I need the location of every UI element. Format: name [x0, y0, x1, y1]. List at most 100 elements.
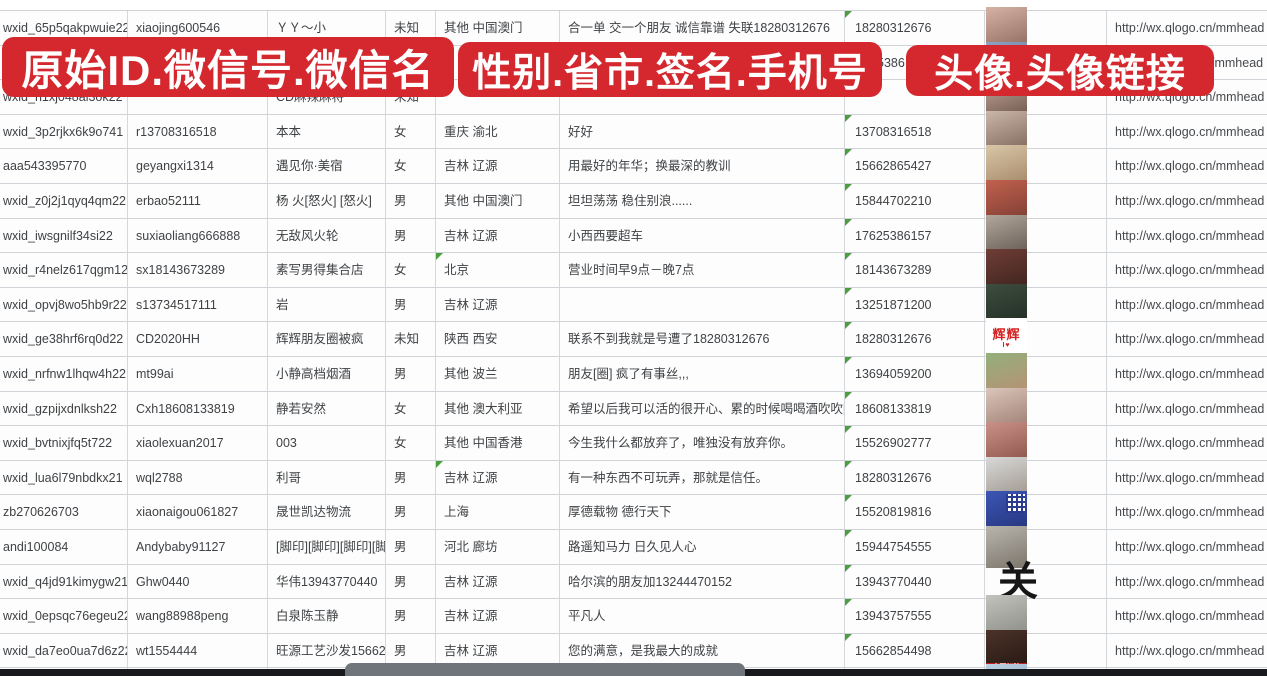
cell-avatar[interactable]: [985, 525, 1107, 568]
cell-signature[interactable]: [560, 80, 845, 115]
cell-phone[interactable]: 13708316518: [845, 114, 985, 150]
cell-region[interactable]: 其他 中国澳门: [436, 183, 560, 219]
cell-signature[interactable]: 用最好的年华；换最深的教训: [560, 149, 845, 184]
cell-wechat-id[interactable]: Andybaby91127: [128, 529, 268, 565]
cell-avatar[interactable]: [985, 387, 1107, 430]
cell-avatar[interactable]: 关: [985, 558, 1107, 604]
cell-original-id[interactable]: wxid_ge38hrf6rq0d22: [0, 322, 128, 357]
cell-wechat-id[interactable]: wang88988peng: [128, 599, 268, 634]
cell-original-id[interactable]: zb270626703: [0, 495, 128, 530]
cell-signature[interactable]: 合一单 交一个朋友 诚信靠谱 失联18280312676: [560, 11, 845, 46]
cell-signature[interactable]: 营业时间早9点－晚7点: [560, 253, 845, 288]
cell-wechat-name[interactable]: 静若安然: [268, 391, 386, 427]
cell-region[interactable]: 吉林 辽源: [436, 460, 560, 496]
cell-wechat-name[interactable]: 遇见你·美宿: [268, 149, 386, 184]
cell-avatar[interactable]: [985, 214, 1107, 257]
cell-gender[interactable]: 男: [386, 218, 436, 254]
cell-avatar-url[interactable]: http://wx.qlogo.cn/mmhead: [1107, 115, 1267, 150]
cell-phone[interactable]: 18280312676: [845, 11, 985, 46]
cell-region[interactable]: 吉林 辽源: [436, 599, 560, 634]
cell-original-id[interactable]: andi100084: [0, 529, 128, 565]
cell-signature[interactable]: [560, 287, 845, 323]
cell-avatar[interactable]: 中国加油: [985, 629, 1107, 672]
cell-avatar[interactable]: [985, 179, 1107, 222]
cell-gender[interactable]: 男: [386, 356, 436, 392]
cell-avatar-url[interactable]: http://wx.qlogo.cn/mmhead: [1107, 565, 1267, 600]
cell-signature[interactable]: 哈尔滨的朋友加13244470152: [560, 564, 845, 600]
cell-wechat-id[interactable]: wql2788: [128, 460, 268, 496]
cell-region[interactable]: 吉林 辽源: [436, 218, 560, 254]
cell-region[interactable]: 其他 中国澳门: [436, 11, 560, 46]
cell-avatar-url[interactable]: http://wx.qlogo.cn/mmhead: [1107, 426, 1267, 461]
cell-avatar-url[interactable]: http://wx.qlogo.cn/mmhead: [1107, 495, 1267, 530]
horizontal-scrollbar-thumb[interactable]: [345, 663, 745, 676]
cell-avatar[interactable]: [985, 145, 1107, 188]
cell-avatar[interactable]: 辉辉 I♥: [985, 318, 1107, 361]
cell-region[interactable]: [436, 80, 560, 115]
cell-wechat-id[interactable]: Cxh18608133819: [128, 391, 268, 427]
cell-region[interactable]: 吉林 辽源: [436, 149, 560, 184]
cell-original-id[interactable]: wxid_lua6l79nbdkx21: [0, 460, 128, 496]
cell-wechat-id[interactable]: xiaolexuan2017: [128, 426, 268, 461]
cell-phone[interactable]: 15520819816: [845, 495, 985, 530]
cell-region[interactable]: 其他 澳大利亚: [436, 391, 560, 427]
cell-avatar-url[interactable]: http://wx.qlogo.cn/mmhead: [1107, 322, 1267, 357]
cell-signature[interactable]: 路遥知马力 日久见人心: [560, 529, 845, 565]
cell-original-id[interactable]: aaa543395770: [0, 149, 128, 184]
cell-avatar[interactable]: [985, 422, 1107, 465]
cell-phone[interactable]: 18143673289: [845, 253, 985, 288]
cell-signature[interactable]: 好好: [560, 114, 845, 150]
cell-phone[interactable]: 15662854498: [845, 633, 985, 669]
cell-avatar[interactable]: [985, 249, 1107, 292]
cell-wechat-id[interactable]: wt1554444: [128, 633, 268, 669]
cell-avatar-url[interactable]: http://wx.qlogo.cn/mmhead: [1107, 288, 1267, 323]
cell-wechat-id[interactable]: geyangxi1314: [128, 149, 268, 184]
cell-original-id[interactable]: wxid_bvtnixjfq5t722: [0, 426, 128, 461]
cell-phone[interactable]: 17625386157: [845, 218, 985, 254]
cell-gender[interactable]: 女: [386, 149, 436, 184]
cell-gender[interactable]: 男: [386, 529, 436, 565]
cell-signature[interactable]: 厚德载物 德行天下: [560, 495, 845, 530]
cell-original-id[interactable]: wxid_da7eo0ua7d6z22: [0, 633, 128, 669]
cell-wechat-name[interactable]: 本本: [268, 114, 386, 150]
cell-wechat-name[interactable]: 白泉陈玉静: [268, 599, 386, 634]
cell-phone[interactable]: 18280312676: [845, 460, 985, 496]
cell-phone[interactable]: 13943757555: [845, 599, 985, 634]
cell-gender[interactable]: 女: [386, 253, 436, 288]
cell-gender[interactable]: 男: [386, 460, 436, 496]
cell-avatar[interactable]: [985, 491, 1107, 534]
cell-wechat-name[interactable]: 利哥: [268, 460, 386, 496]
cell-region[interactable]: 北京: [436, 253, 560, 288]
cell-avatar[interactable]: [985, 110, 1107, 153]
cell-signature[interactable]: 有一种东西不可玩弄，那就是信任。: [560, 460, 845, 496]
cell-phone[interactable]: 13694059200: [845, 356, 985, 392]
cell-original-id[interactable]: wxid_z0j2j1qyq4qm22: [0, 183, 128, 219]
cell-original-id[interactable]: wxid_r4nelz617qgm12: [0, 253, 128, 288]
cell-gender[interactable]: 男: [386, 564, 436, 600]
cell-region[interactable]: 重庆 渝北: [436, 114, 560, 150]
cell-gender[interactable]: 未知: [386, 322, 436, 357]
cell-avatar-url[interactable]: http://wx.qlogo.cn/mmhead: [1107, 184, 1267, 219]
cell-wechat-name[interactable]: 无敌风火轮: [268, 218, 386, 254]
cell-wechat-name[interactable]: 华伟13943770440: [268, 564, 386, 600]
cell-avatar-url[interactable]: http://wx.qlogo.cn/mmhead: [1107, 253, 1267, 288]
cell-gender[interactable]: 男: [386, 287, 436, 323]
cell-avatar-url[interactable]: http://wx.qlogo.cn/mmhead: [1107, 149, 1267, 184]
cell-wechat-id[interactable]: CD2020HH: [128, 322, 268, 357]
cell-avatar[interactable]: [985, 456, 1107, 499]
cell-wechat-id[interactable]: mt99ai: [128, 356, 268, 392]
cell-wechat-id[interactable]: r13708316518: [128, 114, 268, 150]
cell-wechat-id[interactable]: suxiaoliang666888: [128, 218, 268, 254]
cell-wechat-name[interactable]: 素写男得集合店: [268, 253, 386, 288]
cell-phone[interactable]: 15662865427: [845, 149, 985, 184]
cell-avatar-url[interactable]: http://wx.qlogo.cn/mmhead: [1107, 11, 1267, 46]
cell-original-id[interactable]: wxid_q4jd91kimygw21: [0, 564, 128, 600]
cell-original-id[interactable]: wxid_0epsqc76egeu22: [0, 599, 128, 634]
cell-gender[interactable]: 男: [386, 599, 436, 634]
cell-original-id[interactable]: wxid_nrfnw1lhqw4h22: [0, 356, 128, 392]
cell-gender[interactable]: 男: [386, 183, 436, 219]
cell-wechat-id[interactable]: sx18143673289: [128, 253, 268, 288]
cell-signature[interactable]: 坦坦荡荡 稳住别浪......: [560, 183, 845, 219]
cell-wechat-id[interactable]: xiaonaigou061827: [128, 495, 268, 530]
cell-region[interactable]: 吉林 辽源: [436, 287, 560, 323]
